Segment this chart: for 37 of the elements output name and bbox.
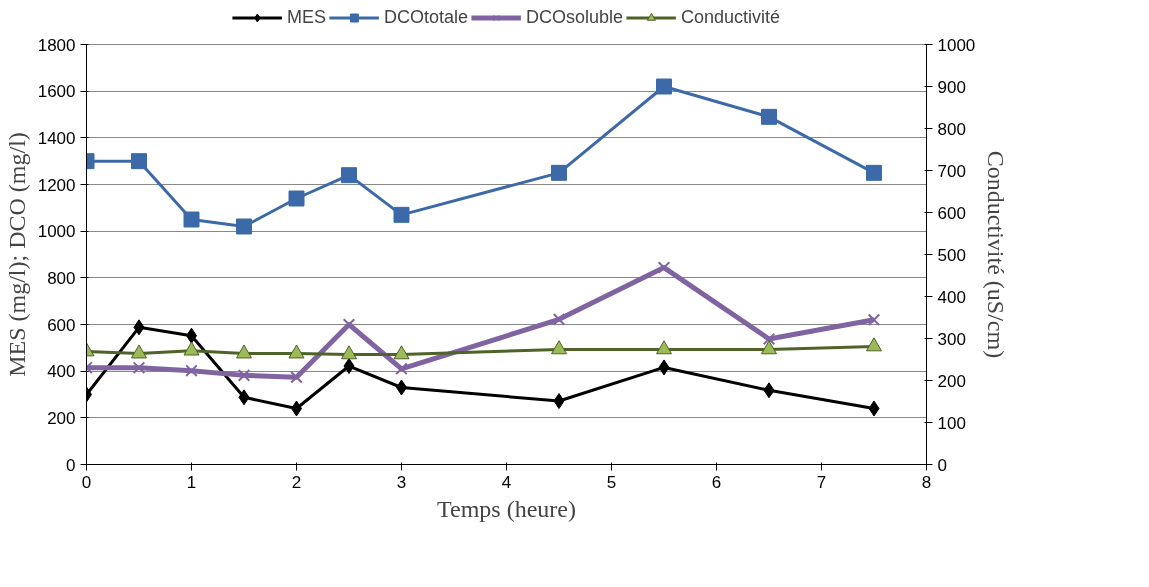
- y-tick-label: 1000: [37, 222, 76, 242]
- y2-tick-label: 0: [937, 455, 947, 475]
- y-tick-label: 0: [66, 455, 76, 475]
- x-tick-label: 1: [186, 472, 197, 492]
- y-tick-label: 1800: [37, 35, 76, 55]
- legend-label: DCOsoluble: [525, 6, 624, 28]
- x-tick-label: 2: [291, 472, 302, 492]
- y2-tick-label: 1000: [937, 35, 976, 55]
- x-tick-label: 3: [396, 472, 407, 492]
- y2-tick-label: 200: [937, 371, 966, 391]
- y2-tick-label: 100: [937, 413, 966, 433]
- y-tick-label: 1600: [37, 82, 76, 102]
- legend-label: DCOtotale: [383, 6, 468, 28]
- y-tick-label: 1200: [37, 175, 76, 195]
- y2-tick-label: 300: [937, 329, 966, 349]
- y2-tick-label: 800: [937, 119, 966, 139]
- y2-tick-label: 400: [937, 287, 966, 307]
- y2-tick-label: 500: [937, 245, 966, 265]
- legend-label: MES: [286, 6, 326, 28]
- x-tick-label: 6: [711, 472, 722, 492]
- y2-tick-label: 700: [937, 161, 966, 181]
- y-axis-title: MES (mg/l); DCO (mg/l): [3, 132, 30, 377]
- y2-axis-title: Conductivité (uS/cm): [983, 150, 1010, 359]
- x-tick-label: 8: [921, 472, 932, 492]
- y2-tick-label: 900: [937, 77, 966, 97]
- y-tick-label: 800: [47, 268, 76, 288]
- legend-label: Conductivité: [681, 6, 781, 28]
- y-tick-label: 400: [47, 362, 76, 382]
- x-tick-label: 7: [816, 472, 827, 492]
- x-tick-label: 5: [606, 472, 617, 492]
- y-tick-label: 600: [47, 315, 76, 335]
- x-tick-label: 0: [81, 472, 92, 492]
- y-tick-label: 1400: [37, 128, 76, 148]
- x-axis-title: Temps (heure): [437, 495, 576, 522]
- y2-tick-label: 600: [937, 203, 966, 223]
- x-tick-label: 4: [501, 472, 512, 492]
- y-tick-label: 200: [47, 408, 76, 428]
